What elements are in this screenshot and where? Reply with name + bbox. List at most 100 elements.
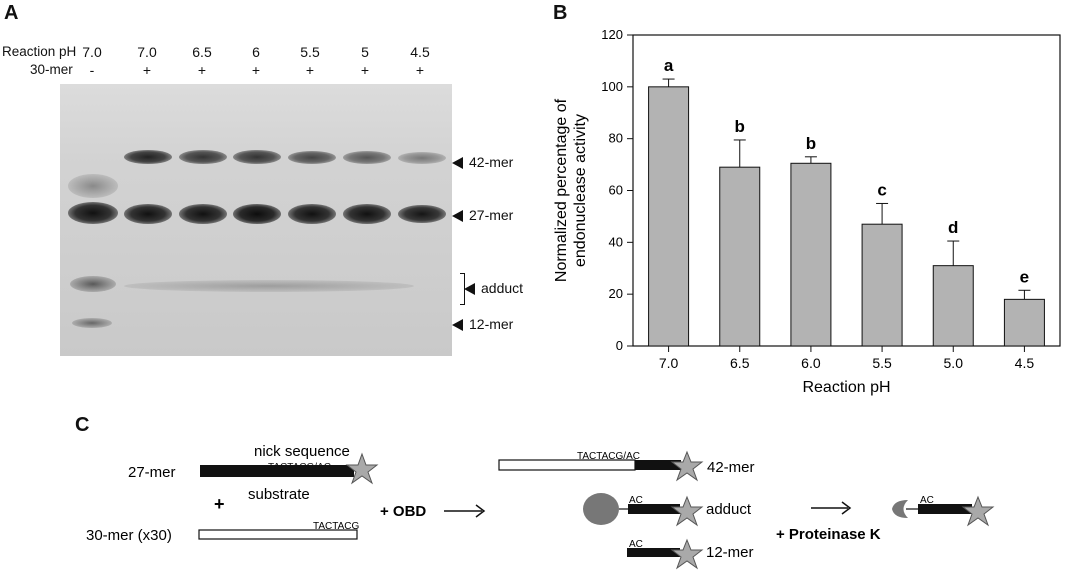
gel-band <box>398 152 446 164</box>
label-30mer: 30-mer (x30) <box>86 527 172 544</box>
lane-5-ph: 5.5 <box>300 44 320 60</box>
x-tick-label: 5.0 <box>944 355 964 371</box>
star-label-icon <box>670 450 704 482</box>
y-tick-label: 40 <box>609 234 623 249</box>
marker-adduct: adduct <box>464 280 523 296</box>
gel-band <box>124 280 414 292</box>
seq-12mer: AC <box>629 539 643 550</box>
strand-final <box>918 504 972 514</box>
gel-band <box>179 150 227 164</box>
activity-bar-chart: 0 20 40 60 80 100 120 a 7.0 b 6.5 b 6.0 c 5.5 d 5.0 e 4.5 R… <box>553 27 1061 396</box>
arrow-left-icon <box>464 283 475 296</box>
label-42mer: 42-mer <box>707 459 755 476</box>
bar <box>790 162 832 347</box>
star-label-icon <box>345 452 379 485</box>
seq-30mer: TACTACG <box>313 521 360 532</box>
lane-3-ph: 6.5 <box>192 44 212 60</box>
gel-band <box>70 276 116 292</box>
seq-adduct: AC <box>629 495 643 506</box>
label-obd: + OBD <box>380 503 426 520</box>
marker-27mer-label: 27-mer <box>469 207 514 223</box>
strand-12mer <box>627 548 680 557</box>
gel-band <box>124 204 172 224</box>
reaction-ph-row-title: Reaction pH <box>2 44 77 59</box>
panel-a-label: A <box>4 2 19 24</box>
x-tick-label: 6.0 <box>801 355 821 371</box>
y-tick-label: 60 <box>609 183 623 198</box>
star-label-icon <box>961 495 995 527</box>
y-axis-label: Normalized percentage of endonuclease act… <box>553 98 589 282</box>
lane-1-ph: 7.0 <box>82 44 102 60</box>
bar <box>719 166 761 347</box>
label-nick-sequence: nick sequence <box>254 443 350 460</box>
star-label-icon <box>670 538 704 570</box>
thirty-mer-row-title: 30-mer <box>30 62 73 77</box>
strand-30mer <box>198 529 358 540</box>
gel-band <box>233 150 281 164</box>
significance-letter: c <box>877 180 886 199</box>
y-axis-label-line2: endonuclease activity <box>572 114 589 267</box>
lane-6-ph: 5 <box>361 44 369 60</box>
obd-protein-icon <box>583 493 619 525</box>
label-12mer: 12-mer <box>706 544 754 561</box>
lane-5-thirty-mer: + <box>305 62 315 78</box>
x-tick-label: 6.5 <box>730 355 750 371</box>
significance-letter: b <box>806 134 816 153</box>
significance-letter: b <box>735 117 745 136</box>
arrow-right-icon <box>475 504 486 518</box>
marker-12mer-label: 12-mer <box>469 316 514 332</box>
y-tick-label: 20 <box>609 286 623 301</box>
lane-4-ph: 6 <box>252 44 260 60</box>
x-tick-label: 7.0 <box>659 355 679 371</box>
marker-12mer: 12-mer <box>452 316 513 332</box>
lane-1-thirty-mer: - <box>89 62 95 78</box>
marker-42mer-label: 42-mer <box>469 154 514 170</box>
lane-6-thirty-mer: + <box>360 62 370 78</box>
arrow-left-icon <box>452 157 463 170</box>
arrow-right-icon <box>841 501 852 515</box>
bar <box>1003 298 1045 347</box>
gel-band <box>233 204 281 224</box>
label-substrate: substrate <box>248 486 310 503</box>
marker-adduct-label: adduct <box>481 280 524 296</box>
gel-band <box>343 204 391 224</box>
y-axis-label-line1: Normalized percentage of <box>553 98 570 282</box>
seq-final: AC <box>920 495 934 506</box>
gel-band <box>68 174 118 198</box>
star-label-icon <box>670 495 704 527</box>
label-adduct: adduct <box>706 501 752 518</box>
seq-42mer: TACTACG/AC <box>577 451 640 462</box>
strand-adduct <box>628 504 680 514</box>
lane-7-ph: 4.5 <box>410 44 430 60</box>
arrow-left-icon <box>452 210 463 223</box>
x-tick-label: 4.5 <box>1015 355 1035 371</box>
x-tick-label: 5.5 <box>872 355 892 371</box>
gel-band <box>398 205 446 223</box>
y-tick-label: 80 <box>609 131 623 146</box>
y-tick-label: 0 <box>616 338 623 353</box>
gel-band <box>72 318 112 328</box>
gel-band <box>288 151 336 164</box>
seq-27mer: TACTACG/AC <box>268 462 331 473</box>
bar <box>932 265 974 347</box>
y-tick-label: 100 <box>601 79 623 94</box>
digested-peptide-icon <box>892 500 908 518</box>
label-proteinase-k: + Proteinase K <box>776 526 881 543</box>
gel-band <box>124 150 172 164</box>
gel-image <box>60 84 452 356</box>
significance-letter: e <box>1020 267 1029 286</box>
y-tick-label: 120 <box>601 27 623 42</box>
panel-c-label: C <box>75 414 90 436</box>
gel-band <box>288 204 336 224</box>
arrow-left-icon <box>452 319 463 332</box>
x-axis-label: Reaction pH <box>802 379 890 396</box>
gel-band <box>343 151 391 164</box>
lane-3-thirty-mer: + <box>197 62 207 78</box>
significance-letter: d <box>948 218 958 237</box>
gel-band <box>179 204 227 224</box>
lane-2-ph: 7.0 <box>137 44 157 60</box>
panel-b-label: B <box>553 2 568 24</box>
lane-2-thirty-mer: + <box>142 62 152 78</box>
label-plus: + <box>214 494 225 514</box>
